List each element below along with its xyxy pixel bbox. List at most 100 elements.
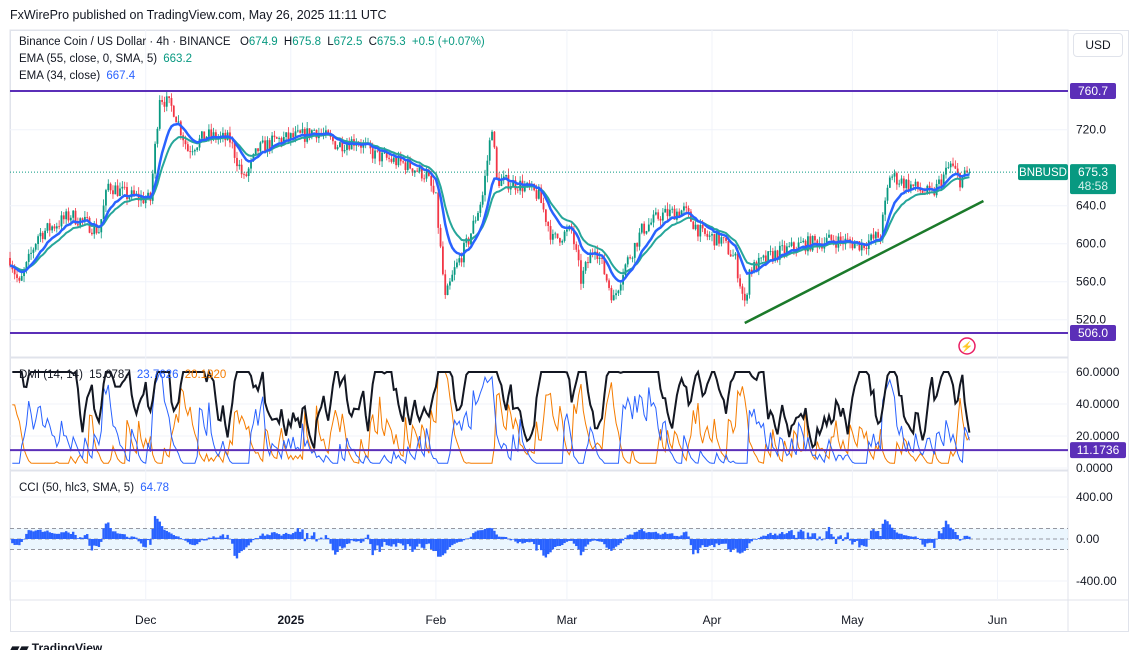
close-label: C — [368, 36, 377, 48]
candle — [299, 130, 302, 133]
cci-bar — [816, 539, 819, 541]
cci-bar — [13, 539, 16, 545]
cci-bar — [872, 529, 875, 539]
candle — [292, 133, 295, 138]
candle — [945, 167, 947, 175]
candle — [67, 211, 70, 221]
cci-bar — [593, 539, 597, 541]
cci-bar — [394, 539, 398, 547]
cci-bar — [724, 539, 728, 544]
candle — [294, 131, 297, 138]
candle — [156, 128, 159, 144]
candle — [825, 237, 828, 244]
candle — [163, 101, 166, 107]
cci-bar — [221, 534, 225, 539]
ema55-legend[interactable]: EMA (55, close, 0, SMA, 5) 663.2 — [19, 53, 195, 65]
cci-bar — [671, 533, 674, 539]
cci-bar — [153, 516, 157, 539]
cci-bar — [378, 539, 381, 552]
cci-bar — [163, 529, 166, 539]
cci-bar — [357, 539, 360, 542]
cci-bar — [764, 535, 768, 539]
currency-button[interactable]: USD — [1073, 33, 1123, 57]
candle — [60, 215, 63, 227]
candle — [413, 170, 416, 173]
candle — [704, 228, 706, 234]
candle — [626, 257, 629, 265]
cci-bar — [848, 539, 852, 541]
candle — [624, 264, 627, 276]
cci-bar — [876, 530, 880, 539]
cci-bar — [315, 539, 318, 542]
cci-bar — [336, 539, 339, 553]
candle — [243, 174, 245, 176]
candle — [690, 211, 692, 222]
cci-bar — [298, 531, 302, 539]
cci-bar — [687, 536, 690, 539]
candle — [493, 131, 496, 148]
candle — [16, 274, 18, 278]
cci-bar — [766, 534, 770, 539]
candle — [215, 132, 217, 140]
cci-bar — [621, 539, 625, 541]
cci-bar — [809, 536, 812, 539]
cci-bar — [55, 533, 58, 539]
cci-bar — [465, 538, 468, 540]
cci-bar — [67, 532, 70, 539]
cci-histogram — [11, 516, 971, 559]
cci-bar — [968, 536, 971, 539]
cci-bar — [284, 532, 288, 539]
cci-bar — [937, 531, 941, 539]
cci-bar — [160, 526, 164, 539]
candle — [619, 284, 622, 291]
cci-bar — [25, 533, 28, 539]
symbol-title[interactable]: Binance Coin / US Dollar · 4h · BINANCE — [19, 36, 231, 48]
cci-bar — [397, 539, 400, 543]
cci-bar — [806, 532, 810, 539]
cci-bar — [773, 533, 777, 539]
cci-bar — [633, 532, 636, 539]
candle — [327, 130, 330, 135]
candle — [657, 212, 660, 219]
time-tick-label: Jun — [988, 613, 1007, 627]
cci-bar — [820, 539, 824, 541]
cci-bar — [502, 536, 505, 539]
cci-bar — [685, 531, 688, 539]
cci-bar — [851, 539, 854, 545]
candle — [814, 236, 816, 241]
candle — [741, 286, 744, 294]
candle — [439, 227, 442, 247]
candle — [692, 221, 695, 230]
candle — [547, 221, 550, 226]
cci-bar — [151, 528, 154, 539]
candle — [456, 262, 458, 268]
cci-bar — [36, 529, 40, 539]
candle — [423, 178, 426, 180]
cci-bar — [790, 530, 793, 539]
candle — [895, 173, 898, 185]
ema34-legend[interactable]: EMA (34, close) 667.4 — [19, 70, 138, 82]
cci-bar — [100, 539, 103, 542]
candle — [928, 185, 931, 189]
cci-bar — [579, 539, 583, 556]
candle — [746, 294, 748, 301]
cci-bar — [771, 535, 775, 539]
candle — [785, 246, 788, 254]
cci-bar — [570, 539, 573, 541]
cci-bar — [256, 538, 260, 539]
cci-bar — [301, 529, 304, 539]
candle — [308, 128, 311, 138]
cci-legend[interactable]: CCI (50, hlc3, SMA, 5) 64.78 — [19, 482, 172, 494]
cci-bar — [785, 533, 789, 539]
candle — [891, 176, 894, 178]
cci-bar — [437, 539, 440, 557]
cci-bar — [90, 539, 94, 551]
time-tick-label: May — [841, 613, 864, 627]
cci-bar — [420, 539, 424, 548]
cci-bar — [954, 531, 957, 539]
plus-di-line — [12, 370, 970, 465]
dmi-legend[interactable]: DMI (14, 14) 15.6787 23.7626 20.1920 — [19, 369, 229, 381]
candle — [264, 140, 266, 152]
cci-bar — [413, 539, 417, 550]
